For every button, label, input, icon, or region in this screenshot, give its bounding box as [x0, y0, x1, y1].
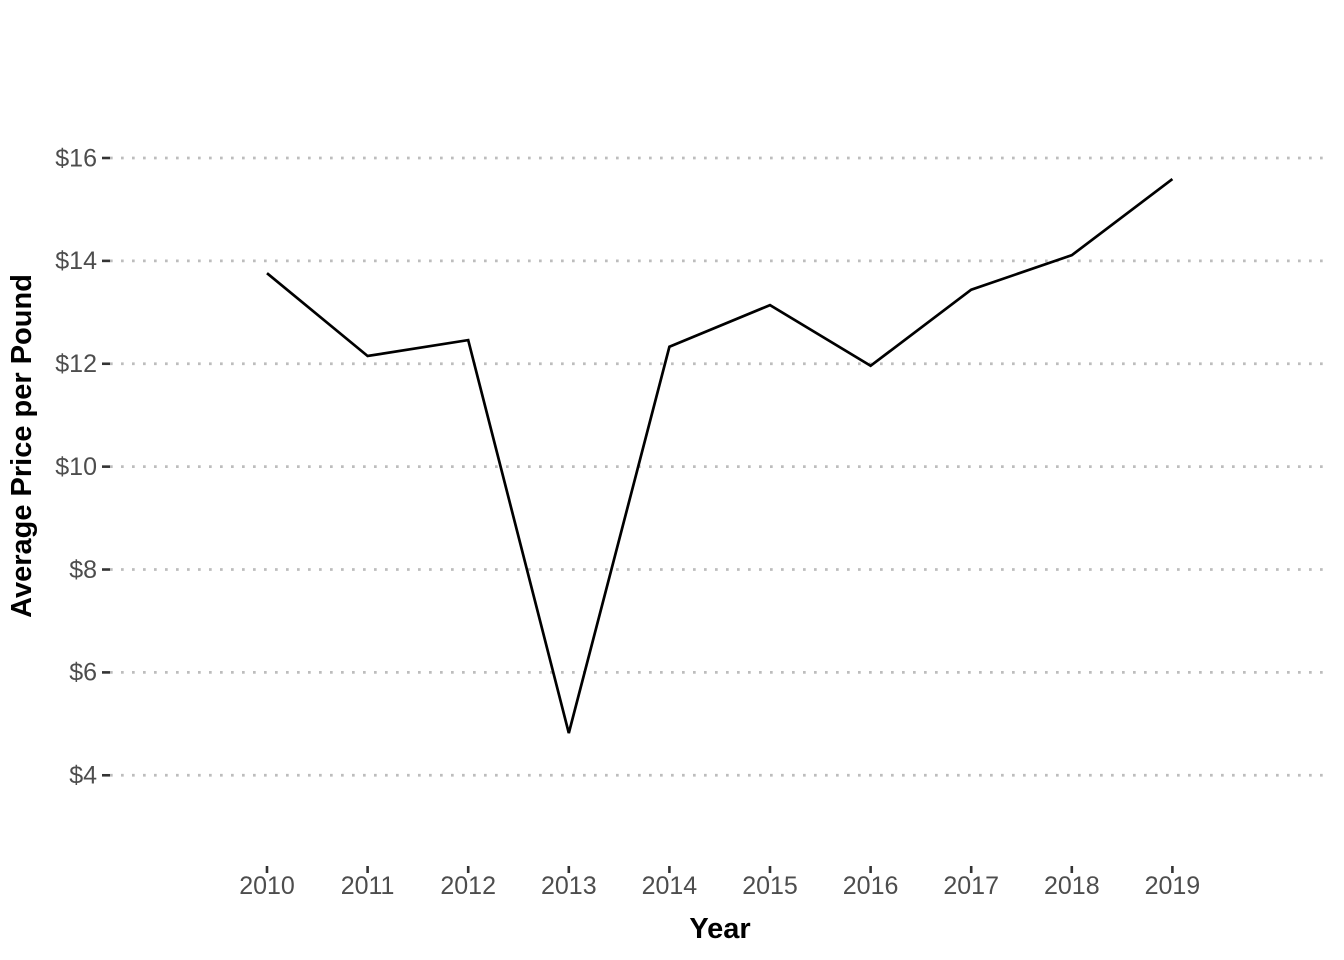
x-tick-label-2014: 2014: [642, 872, 698, 900]
y-tick-label-14: $14: [55, 247, 97, 275]
y-tick-label-8: $8: [69, 556, 97, 584]
x-tick-label-2015: 2015: [742, 872, 798, 900]
y-axis-title: Average Price per Pound: [6, 274, 38, 618]
y-axis-ticks-group: $4 $6 $8 $10 $12 $14 $16: [55, 144, 110, 790]
y-tick-label-6: $6: [69, 659, 97, 687]
y-tick-label-4: $4: [69, 762, 97, 790]
x-tick-label-2010: 2010: [239, 872, 295, 900]
x-tick-label-2019: 2019: [1145, 872, 1201, 900]
x-tick-label-2012: 2012: [440, 872, 496, 900]
gridlines-group: [110, 156, 1331, 777]
x-tick-label-2011: 2011: [341, 872, 395, 900]
x-tick-label-2018: 2018: [1044, 872, 1100, 900]
y-tick-label-12: $12: [55, 350, 97, 378]
y-tick-label-16: $16: [55, 144, 97, 172]
x-axis-title: Year: [689, 913, 750, 945]
y-tick-label-10: $10: [55, 453, 97, 481]
x-tick-label-2017: 2017: [943, 872, 999, 900]
x-tick-label-2016: 2016: [843, 872, 899, 900]
data-line-series: [266, 178, 1174, 734]
x-axis-ticks-group: 2010 2011 2012 2013 2014 2015 2016 2017 2018 2019: [239, 866, 1200, 900]
x-tick-label-2013: 2013: [541, 872, 597, 900]
